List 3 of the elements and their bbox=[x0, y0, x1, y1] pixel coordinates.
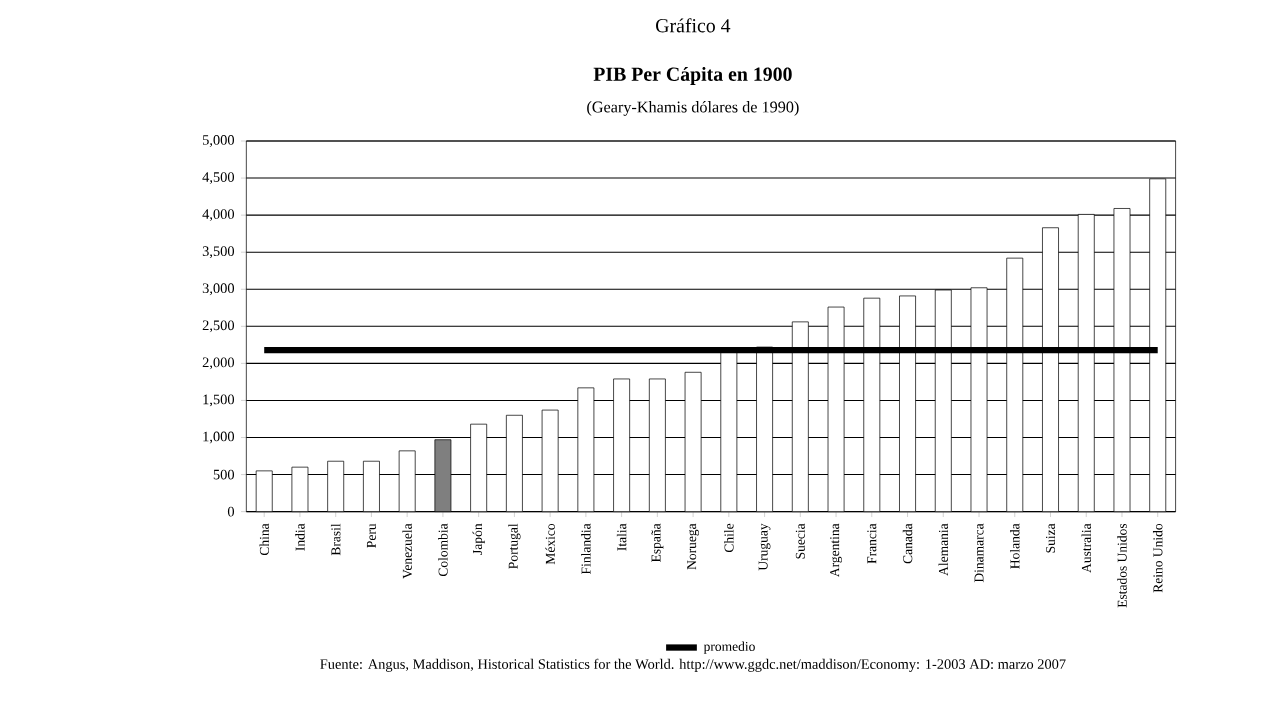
y-axis-title: (Geary-Khamis dólares de 1990) bbox=[587, 100, 799, 116]
chart-title: Gráfico 4 bbox=[656, 17, 731, 33]
chart-subtitle: PIB Per Cápita en 1900 bbox=[593, 66, 792, 85]
